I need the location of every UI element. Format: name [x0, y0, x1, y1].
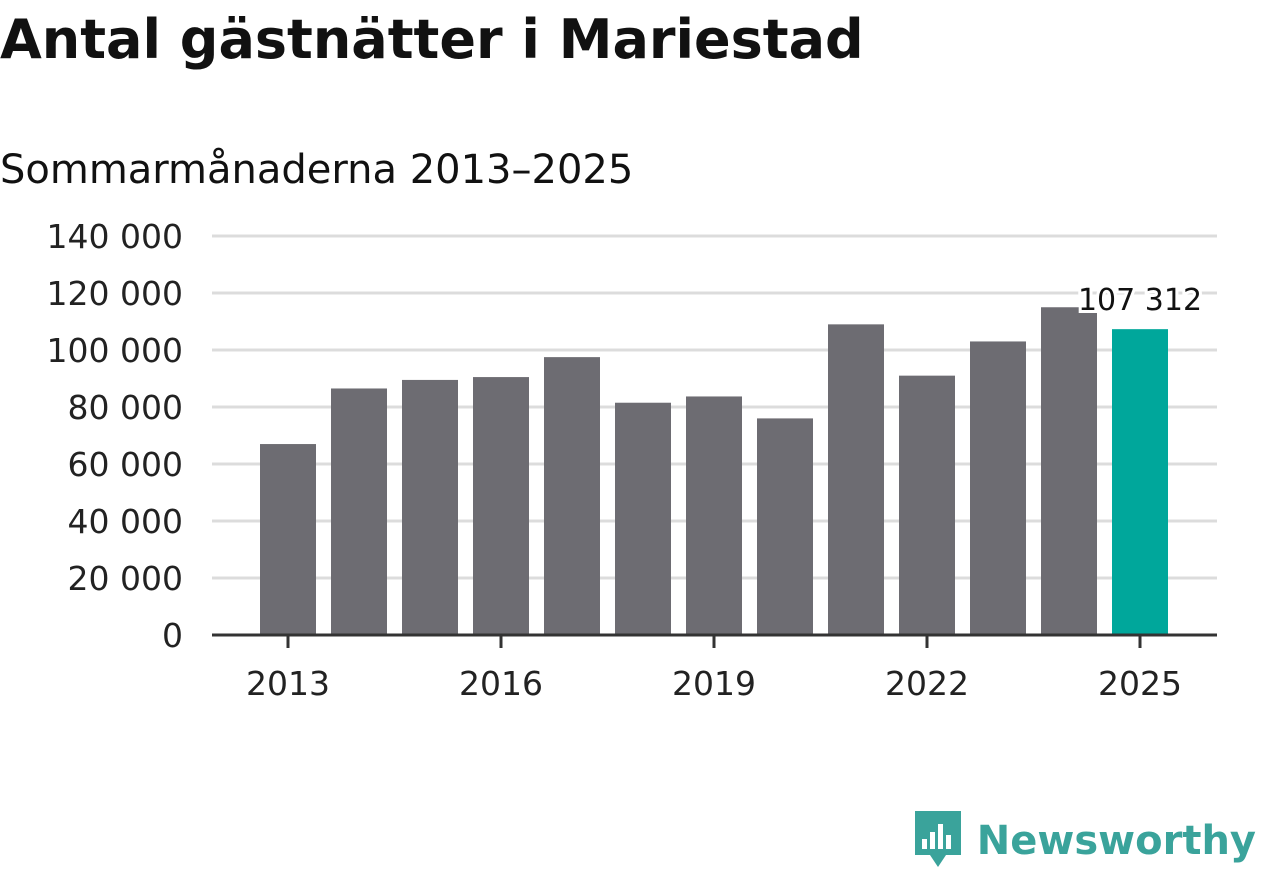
bar — [899, 375, 955, 635]
y-tick-label: 80 000 — [68, 388, 183, 427]
bar — [686, 396, 742, 635]
bar — [331, 388, 387, 635]
bar — [828, 324, 884, 635]
x-tick-label: 2013 — [246, 664, 330, 703]
bars — [260, 307, 1168, 635]
bar — [473, 377, 529, 635]
brand-name: Newsworthy — [976, 818, 1256, 864]
x-axis-ticks: 2013 2016 2019 2022 2025 — [246, 635, 1182, 703]
bar — [757, 418, 813, 635]
x-tick-label: 2022 — [885, 664, 969, 703]
chart-title: Antal gästnätter i Mariestad — [0, 8, 864, 71]
y-tick-label: 20 000 — [68, 559, 183, 598]
x-tick-label: 2025 — [1098, 664, 1182, 703]
bar — [544, 357, 600, 635]
y-tick-label: 0 — [162, 616, 183, 655]
bar — [970, 341, 1026, 635]
x-tick-label: 2019 — [672, 664, 756, 703]
y-axis-ticks: 0 20 000 40 000 60 000 80 000 100 000 120 000 1… — [47, 217, 183, 655]
y-tick-label: 100 000 — [47, 331, 183, 370]
y-tick-label: 140 000 — [47, 217, 183, 256]
bar — [615, 402, 671, 635]
bar — [1041, 307, 1097, 635]
bar-chart-speech-bubble-icon — [913, 809, 963, 873]
y-tick-label: 120 000 — [47, 274, 183, 313]
bar-highlight — [1112, 329, 1168, 635]
data-labels: 107 312 — [1075, 280, 1205, 321]
bar — [260, 444, 316, 635]
x-tick-label: 2016 — [459, 664, 543, 703]
y-tick-label: 40 000 — [68, 502, 183, 541]
y-tick-label: 60 000 — [68, 445, 183, 484]
brand-logo: Newsworthy — [913, 809, 1256, 873]
data-label-2025: 107 312 — [1078, 283, 1202, 318]
chart-subtitle: Sommarmånaderna 2013–2025 — [0, 147, 634, 193]
bar — [402, 379, 458, 635]
